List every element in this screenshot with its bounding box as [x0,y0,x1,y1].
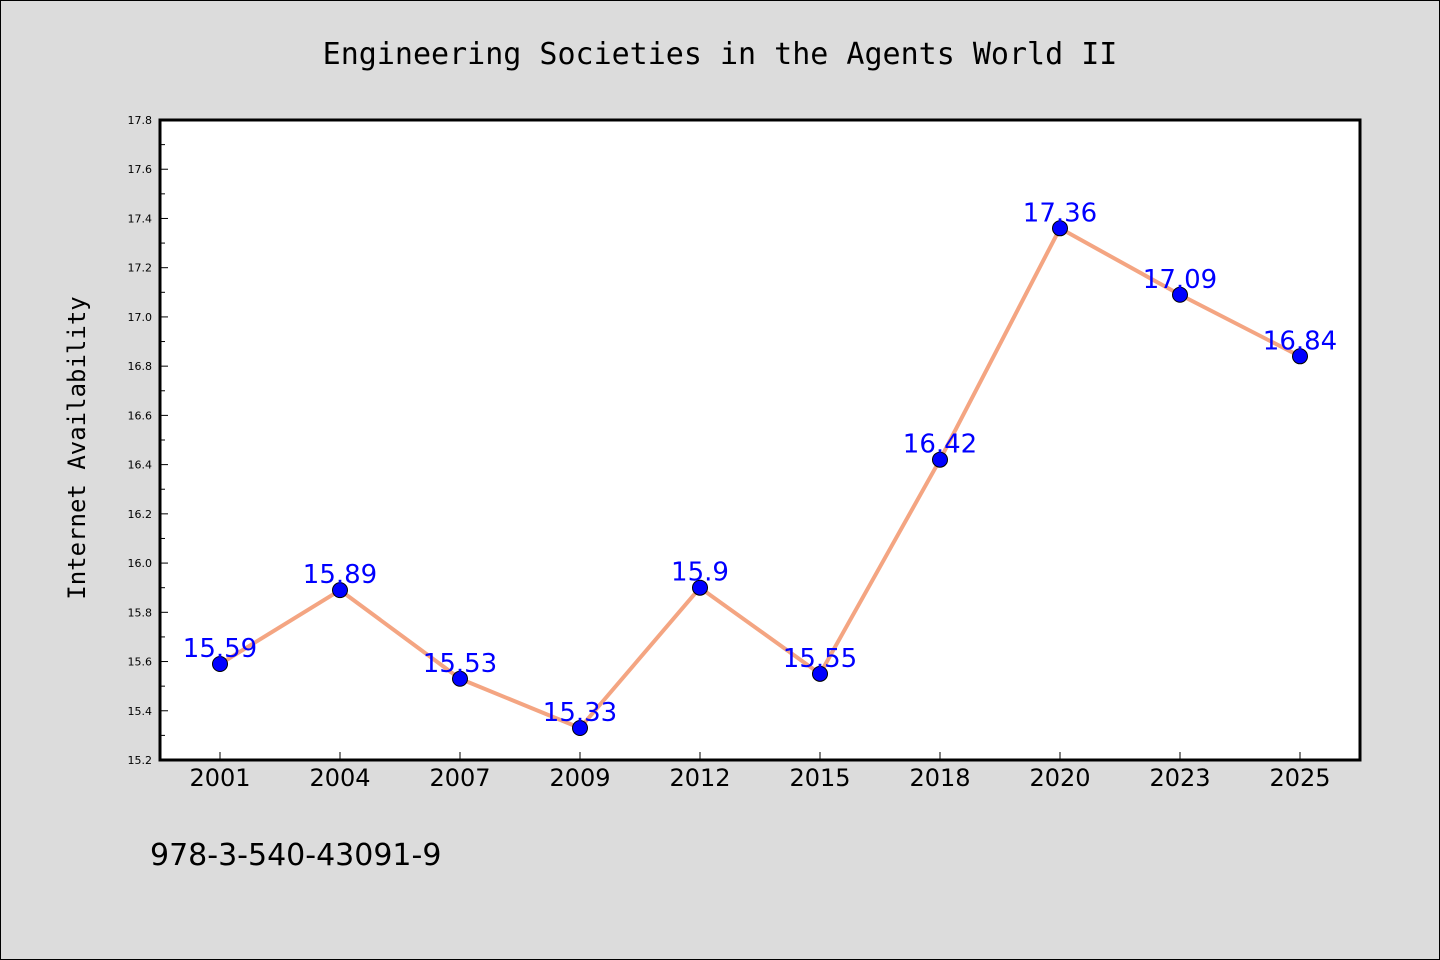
x-tick-label: 2012 [669,764,730,792]
y-axis-label: Internet Availability [63,296,91,599]
x-tick-label: 2001 [189,764,250,792]
data-label-2001: 15.59 [183,634,257,664]
plot-area [158,118,1362,762]
y-tick-label: 16.2 [128,508,153,521]
y-tick-label: 16.8 [128,360,153,373]
y-axis: 15.2 15.4 15.6 15.8 16.0 16.2 16.4 16.6 16.8 17.0… [128,114,168,767]
y-tick-label: 16.0 [128,557,153,570]
data-label-2012: 15.9 [671,558,729,588]
x-tick-label: 2025 [1269,764,1330,792]
data-point-2023 [1172,286,1188,303]
data-label-2018: 16.42 [903,430,977,460]
y-tick-label: 17.4 [128,212,153,225]
x-tick-label: 2018 [909,764,970,792]
y-tick-label: 16.6 [128,409,153,422]
data-points [212,220,1308,736]
data-point-2018 [932,451,948,468]
x-axis: 2001 2004 2007 2009 2012 2015 2018 2020 2023 2025 [189,752,1331,792]
x-tick-label: 2020 [1029,764,1090,792]
y-tick-label: 15.2 [128,754,153,767]
series-line [218,226,1301,730]
footer-isbn: 978-3-540-43091-9 [150,838,441,873]
y-tick-label: 17.8 [128,114,153,127]
x-tick-label: 2004 [309,764,370,792]
series-line-group [218,226,1301,730]
data-label-2020: 17.36 [1023,198,1097,228]
y-tick-label: 15.4 [128,705,153,718]
y-tick-label: 15.6 [128,656,153,669]
data-labels: 15.59 15.89 15.53 15.33 15.9 15.55 16.42 17.36 1… [183,198,1337,728]
data-label-2025: 16.84 [1263,326,1337,356]
data-point-2007 [452,670,468,687]
y-tick-label: 17.2 [128,262,153,275]
data-point-2009 [572,720,588,736]
x-tick-label: 2007 [429,764,490,792]
y-tick-label: 15.8 [128,606,153,619]
y-tick-label: 17.6 [128,163,153,176]
data-point-2025 [1292,348,1308,365]
data-label-2009: 15.33 [543,698,617,728]
data-label-2023: 17.09 [1143,265,1217,295]
x-tick-label: 2023 [1149,764,1210,792]
x-tick-label: 2015 [789,764,850,792]
data-point-2004 [332,582,348,599]
data-label-2007: 15.53 [423,649,497,679]
y-tick-label: 16.4 [128,459,153,472]
data-point-2001 [212,656,228,672]
data-point-2015 [812,665,828,682]
data-label-2015: 15.55 [783,644,857,674]
data-point-2012 [692,579,708,596]
data-label-2004: 15.89 [303,560,377,590]
data-point-2020 [1052,220,1068,237]
y-tick-label: 17.0 [128,311,153,324]
chart-title: Engineering Societies in the Agents Worl… [323,37,1118,72]
x-tick-label: 2009 [549,764,610,792]
